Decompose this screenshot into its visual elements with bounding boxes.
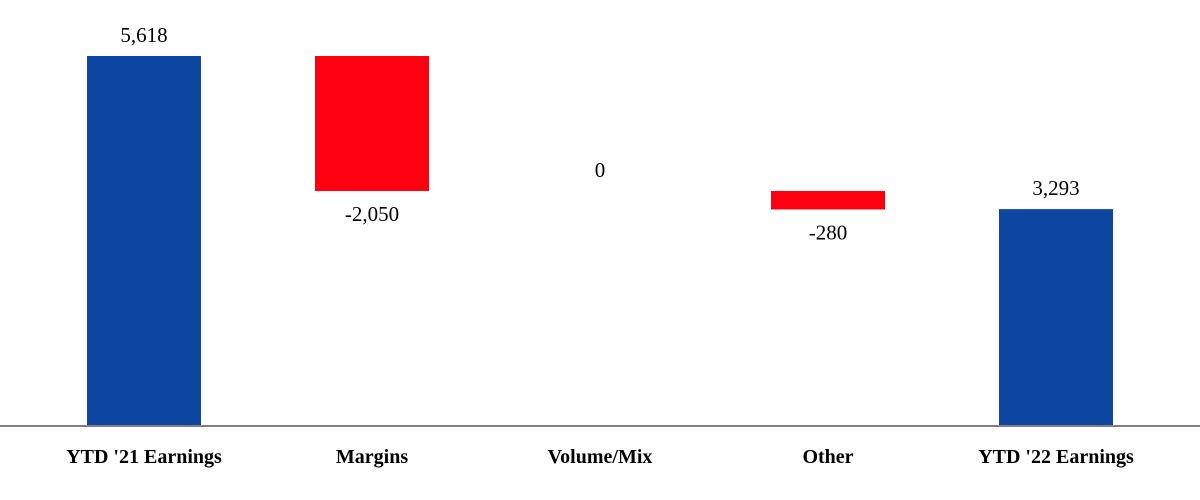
value-label-3: -280 (809, 220, 848, 244)
category-label-4: YTD '22 Earnings (978, 446, 1134, 468)
category-label-1: Margins (336, 446, 408, 468)
bar-1 (315, 56, 429, 192)
category-label-2: Volume/Mix (548, 446, 653, 468)
category-label-3: Other (802, 446, 853, 468)
chart-category-labels: YTD '21 Earnings Margins Volume/Mix Other YT… (66, 446, 1134, 468)
bar-0 (87, 56, 201, 426)
value-label-2: 0 (595, 158, 606, 182)
value-label-1: -2,050 (345, 202, 399, 226)
chart-bars (87, 56, 1113, 426)
category-label-0: YTD '21 Earnings (66, 446, 222, 468)
bar-4 (999, 209, 1113, 426)
value-label-0: 5,618 (120, 23, 167, 47)
chart-value-labels: 5,618 -2,050 0 -280 3,293 (120, 23, 1079, 244)
value-label-4: 3,293 (1032, 176, 1079, 200)
bar-3 (771, 191, 885, 210)
